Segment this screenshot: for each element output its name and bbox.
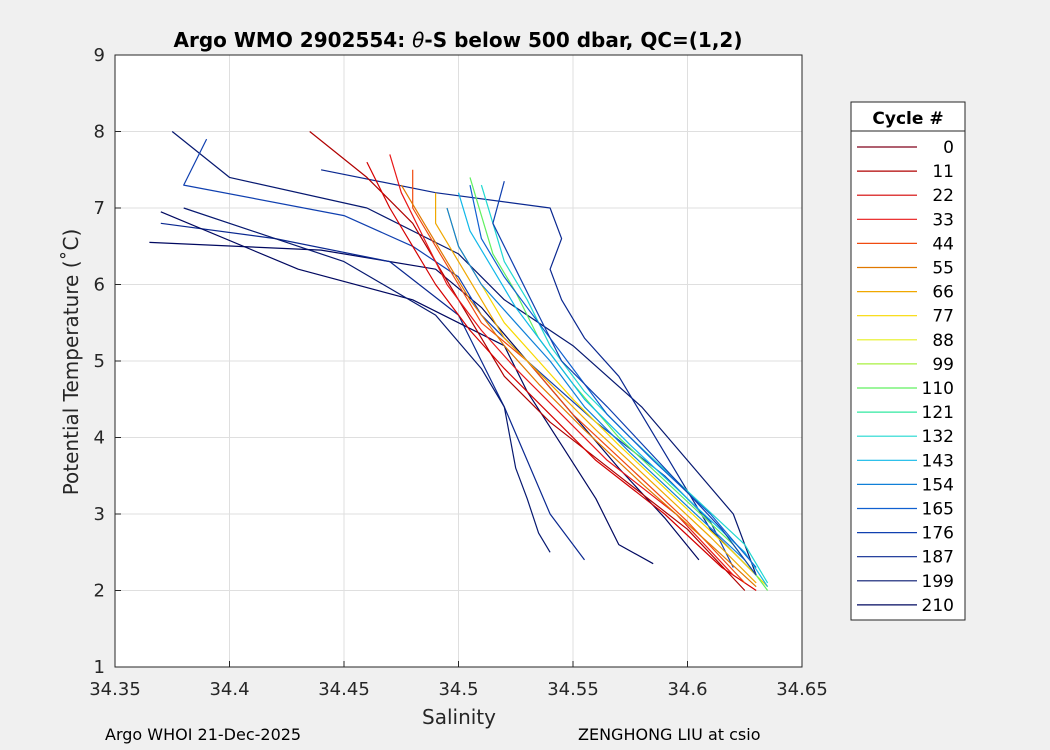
legend-label: 132 (922, 427, 954, 447)
x-tick-label: 34.45 (318, 679, 370, 700)
series-layer (149, 131, 769, 591)
series-line-red-4 (412, 169, 746, 584)
legend-label: 0 (943, 138, 954, 158)
series-line-blue-1 (457, 192, 769, 588)
legend-label: 55 (932, 259, 954, 279)
legend-label: 121 (922, 403, 954, 423)
footer-author: ZENGHONG LIU at csio (578, 725, 761, 744)
legend-label: 66 (932, 283, 954, 303)
chart-title-theta: θ (412, 28, 424, 52)
y-tick-label: 5 (94, 351, 105, 372)
y-tick-label: 4 (94, 428, 105, 449)
legend-label: 11 (932, 162, 954, 182)
chart-title-suffix: -S below 500 dbar, QC=(1,2) (424, 28, 742, 52)
chart-title: Argo WMO 2902554: θ-S below 500 dbar, QC… (174, 28, 743, 52)
series-line-red-2 (366, 161, 757, 591)
y-tick-label: 7 (94, 198, 105, 219)
series-line-deep-dark-5 (183, 207, 551, 553)
legend-label: 176 (922, 524, 954, 544)
series-line-orange-1 (400, 184, 757, 588)
legend-label: 154 (922, 475, 954, 495)
footer-source: Argo WHOI 21-Dec-2025 (105, 725, 302, 744)
legend-label: 77 (932, 307, 954, 327)
x-tick-label: 34.6 (667, 679, 707, 700)
legend: Cycle # 0 11 22 33 44 55 66 77 88 99 110 121 132 143 1… (850, 101, 966, 621)
legend-label: 44 (932, 234, 954, 254)
legend-title: Cycle # (872, 109, 943, 129)
series-line-cyan-1 (480, 184, 769, 584)
legend-label: 88 (932, 331, 954, 351)
series-line-deep-dark-3 (160, 222, 585, 561)
y-tick-label: 9 (94, 45, 105, 66)
x-tick-label: 34.55 (547, 679, 599, 700)
x-tick-label: 34.35 (89, 679, 141, 700)
legend-label: 22 (932, 186, 954, 206)
x-tick-label: 34.4 (209, 679, 249, 700)
series-line-blue-2 (446, 207, 746, 561)
legend-label: 99 (932, 355, 954, 375)
series-line-red-3 (389, 154, 734, 576)
y-tick-label: 2 (94, 581, 105, 602)
series-line-blue-4 (492, 181, 757, 576)
legend-label: 110 (922, 379, 954, 399)
y-tick-label: 8 (94, 122, 105, 143)
x-axis-label: Salinity (422, 705, 496, 729)
x-tick-label: 34.5 (438, 679, 478, 700)
legend-label: 33 (932, 210, 954, 230)
y-tick-label: 1 (94, 657, 105, 678)
legend-label: 210 (922, 596, 954, 616)
chart-title-prefix: Argo WMO 2902554: (174, 28, 413, 52)
series-line-red-1 (309, 131, 746, 591)
legend-label: 187 (922, 548, 954, 568)
legend-label: 165 (922, 500, 954, 520)
y-axis-label: Potential Temperature (˚C) (59, 229, 83, 496)
legend-entries: 0 11 22 33 44 55 66 77 88 99 110 121 132 143 154 165 176… (857, 138, 954, 616)
axis-ticks: 34.35 34.4 34.45 34.5 34.55 34.6 34.65 1 2 3 4 5 6 7 8… (89, 45, 828, 700)
legend-box (850, 101, 966, 621)
legend-label: 199 (922, 572, 954, 592)
legend-label: 143 (922, 451, 954, 471)
series-line-yellow-1 (435, 192, 757, 584)
x-tick-label: 34.65 (776, 679, 828, 700)
y-tick-label: 6 (94, 275, 105, 296)
y-tick-label: 3 (94, 504, 105, 525)
